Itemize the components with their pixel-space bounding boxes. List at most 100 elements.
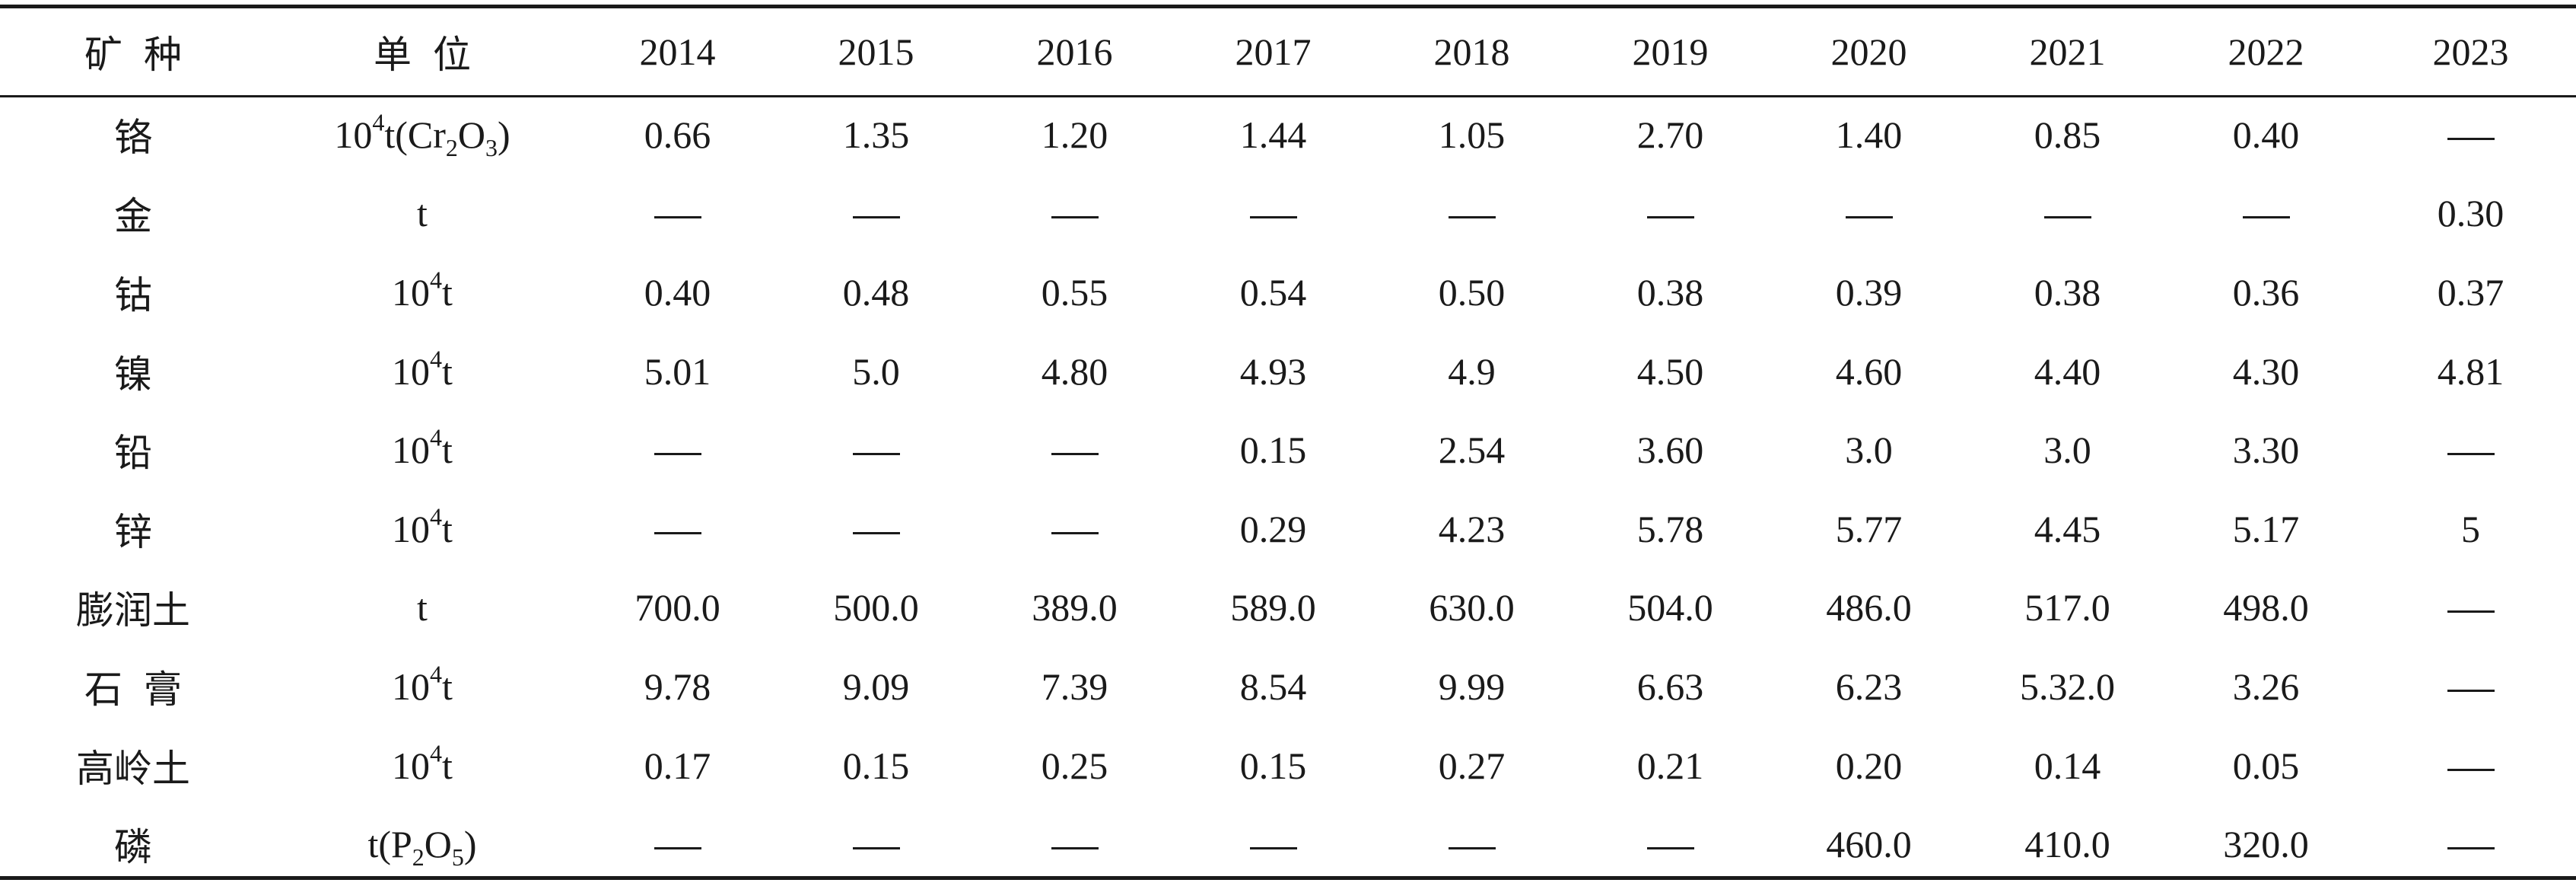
dash-mark (852, 216, 900, 219)
value-cell-2020: 460.0 (1826, 823, 1912, 866)
value-cell-2015 (777, 489, 975, 569)
value-cell-2019: 0.38 (1636, 270, 1704, 314)
dash-mark (1448, 216, 1496, 219)
dash-mark (2447, 137, 2495, 140)
dash-mark (2447, 689, 2495, 692)
header-year-2020: 2020 (1830, 30, 1907, 73)
table-top-rule (0, 5, 2576, 8)
table-row: 高岭土 104t 0.17 0.15 0.25 0.15 0.27 0.21 0.20 0.14 0… (0, 726, 2576, 805)
value-cell-2015: 0.15 (842, 744, 910, 787)
value-cell-2014: 0.66 (644, 113, 711, 156)
value-cell-2020: 1.40 (1835, 113, 1903, 156)
value-cell-2018 (1372, 805, 1571, 884)
unit-cell: 104t (392, 423, 453, 472)
value-cell-2017: 0.29 (1239, 507, 1307, 550)
unit-cell: 104t (392, 739, 453, 787)
value-cell-2015: 5.0 (852, 349, 900, 393)
table-row: 磷 t(P2O5) 460.0 410.0 320.0 (0, 805, 2576, 884)
dash-mark (654, 531, 701, 534)
value-cell-2023: 0.30 (2437, 192, 2504, 235)
header-year-2022: 2022 (2228, 30, 2304, 73)
value-cell-2017 (1174, 174, 1372, 253)
value-cell-2018: 630.0 (1429, 586, 1515, 629)
value-cell-2014 (578, 410, 777, 489)
value-cell-2015: 1.35 (842, 113, 910, 156)
value-cell-2019: 0.21 (1636, 744, 1704, 787)
value-cell-2022: 0.36 (2232, 270, 2300, 314)
value-cell-2022: 5.17 (2232, 507, 2300, 550)
value-cell-2022 (2167, 174, 2365, 253)
dash-mark (1051, 847, 1099, 850)
value-cell-2016: 4.80 (1041, 349, 1108, 393)
dash-mark (1051, 453, 1099, 456)
dash-mark (2447, 453, 2495, 456)
header-year-2018: 2018 (1433, 30, 1510, 73)
mineral-cell: 磷 (114, 826, 152, 869)
dash-mark (654, 847, 701, 850)
value-cell-2014 (578, 489, 777, 569)
value-cell-2020: 0.20 (1835, 744, 1903, 787)
dash-mark (1845, 216, 1893, 219)
value-cell-2016: 389.0 (1032, 586, 1118, 629)
header-unit: 单位 (374, 33, 492, 76)
value-cell-2015 (777, 805, 975, 884)
value-cell-2021: 0.14 (2034, 744, 2101, 787)
value-cell-2023 (2365, 726, 2576, 805)
value-cell-2017: 589.0 (1230, 586, 1316, 629)
value-cell-2015: 0.48 (842, 270, 910, 314)
value-cell-2021: 3.0 (2043, 429, 2091, 472)
mineral-cell: 锌 (114, 510, 152, 553)
table-row: 镍 104t 5.01 5.0 4.80 4.93 4.9 4.50 4.60 4.40 4.30 4… (0, 332, 2576, 411)
value-cell-2018: 0.50 (1438, 270, 1506, 314)
value-cell-2018: 0.27 (1438, 744, 1506, 787)
table-row: 钴 104t 0.40 0.48 0.55 0.54 0.50 0.38 0.39 0.38 0.3… (0, 253, 2576, 332)
mineral-production-table: 矿种 单位 2014 2015 2016 2017 2018 2019 2020 2021 20… (0, 8, 2576, 884)
dash-mark (852, 453, 900, 456)
value-cell-2014: 700.0 (634, 586, 720, 629)
unit-cell: 104t (392, 502, 453, 550)
value-cell-2023 (2365, 95, 2576, 174)
dash-mark (1249, 216, 1297, 219)
value-cell-2014: 5.01 (644, 349, 711, 393)
value-cell-2014 (578, 174, 777, 253)
value-cell-2020: 0.39 (1835, 270, 1903, 314)
header-year-2015: 2015 (838, 30, 914, 73)
mineral-cell: 金 (114, 195, 152, 238)
dash-mark (852, 531, 900, 534)
value-cell-2023: 5 (2461, 507, 2480, 550)
value-cell-2021: 4.45 (2034, 507, 2101, 550)
value-cell-2016: 0.55 (1041, 270, 1108, 314)
value-cell-2019: 504.0 (1627, 586, 1713, 629)
value-cell-2023: 4.81 (2437, 349, 2504, 393)
table-row: 石膏 104t 9.78 9.09 7.39 8.54 9.99 6.63 6.23 5.32.0… (0, 647, 2576, 726)
value-cell-2016 (975, 805, 1174, 884)
mineral-cell: 镍 (114, 352, 152, 396)
dash-mark (654, 216, 701, 219)
value-cell-2021: 0.38 (2034, 270, 2101, 314)
value-cell-2018: 2.54 (1438, 429, 1506, 472)
header-year-2017: 2017 (1235, 30, 1312, 73)
value-cell-2014: 0.17 (644, 744, 711, 787)
value-cell-2023: 0.37 (2437, 270, 2504, 314)
value-cell-2017: 1.44 (1239, 113, 1307, 156)
header-year-2021: 2021 (2029, 30, 2106, 73)
value-cell-2017 (1174, 805, 1372, 884)
value-cell-2018: 9.99 (1438, 664, 1506, 708)
mineral-cell: 石膏 (84, 668, 203, 711)
value-cell-2017: 8.54 (1239, 664, 1307, 708)
dash-mark (1051, 216, 1099, 219)
header-year-2019: 2019 (1632, 30, 1709, 73)
dash-mark (654, 453, 701, 456)
dash-mark (2447, 610, 2495, 614)
value-cell-2015: 9.09 (842, 664, 910, 708)
value-cell-2022: 0.40 (2232, 113, 2300, 156)
header-year-2014: 2014 (639, 30, 716, 73)
mineral-cell: 高岭土 (76, 747, 190, 790)
value-cell-2014: 0.40 (644, 270, 711, 314)
value-cell-2020: 6.23 (1835, 664, 1903, 708)
value-cell-2022: 3.30 (2232, 429, 2300, 472)
value-cell-2019 (1571, 805, 1770, 884)
mineral-cell: 钴 (114, 273, 152, 317)
unit-cell: 104t(Cr2O3) (334, 108, 510, 161)
dash-mark (2242, 216, 2290, 219)
